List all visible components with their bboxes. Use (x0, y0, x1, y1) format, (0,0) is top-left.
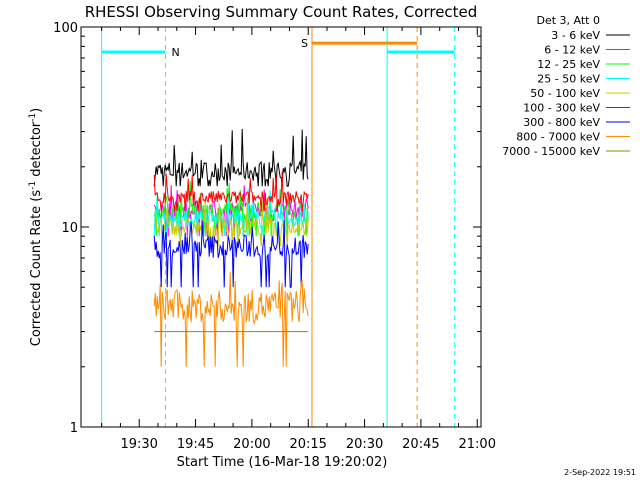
x-tick-label: 20:00 (233, 437, 270, 452)
legend-entry-label: 6 - 12 keV (544, 44, 600, 57)
legend-entry-label: 7000 - 15000 keV (502, 145, 600, 158)
legend-entry-label: 800 - 7000 keV (516, 131, 600, 144)
series-line (153, 128, 309, 187)
y-tick-label: 10 (61, 221, 78, 236)
x-tick-label: 20:15 (289, 437, 326, 452)
series-3-6-kev (153, 128, 309, 187)
legend-entry-label: 3 - 6 keV (551, 29, 600, 42)
legend-entry-label: 12 - 25 keV (537, 58, 600, 71)
y-tick-label: 100 (53, 21, 78, 36)
series-50-100-kev (153, 198, 309, 247)
series-line (153, 219, 309, 288)
legend-entry-label: 300 - 800 keV (523, 116, 600, 129)
x-axis-label: Start Time (16-Mar-18 19:20:02) (177, 455, 388, 470)
x-tick-label: 19:30 (120, 437, 157, 452)
chart-title: RHESSI Observing Summary Count Rates, Co… (85, 3, 478, 21)
plot-frame (80, 26, 482, 428)
series-100-300-kev (153, 171, 309, 212)
footer-date: 2-Sep-2022 19:51 (564, 468, 636, 477)
x-tick-label: 19:45 (177, 437, 214, 452)
series-25-50-kev (153, 188, 309, 237)
x-tick-label: 20:45 (402, 437, 439, 452)
series-800-7000-kev (153, 272, 309, 367)
series-300-800-kev (153, 219, 309, 288)
interval-label: N (172, 46, 180, 59)
y-tick-label: 1 (70, 421, 78, 436)
legend-entry-label: 100 - 300 keV (523, 102, 600, 115)
series-line (153, 198, 309, 247)
series-line (153, 188, 309, 237)
series-line (153, 171, 309, 212)
y-axis-label: Corrected Count Rate (s-1 detector-1) (28, 108, 44, 346)
legend-header: Det 3, Att 0 (537, 14, 601, 27)
x-tick-label: 21:00 (459, 437, 496, 452)
series-line (153, 272, 309, 367)
interval-label: S (301, 37, 308, 50)
legend-entry-label: 50 - 100 keV (530, 87, 600, 100)
x-tick-label: 20:30 (346, 437, 383, 452)
plot-area: NS (101, 27, 456, 427)
legend-entry-label: 25 - 50 keV (537, 73, 600, 86)
